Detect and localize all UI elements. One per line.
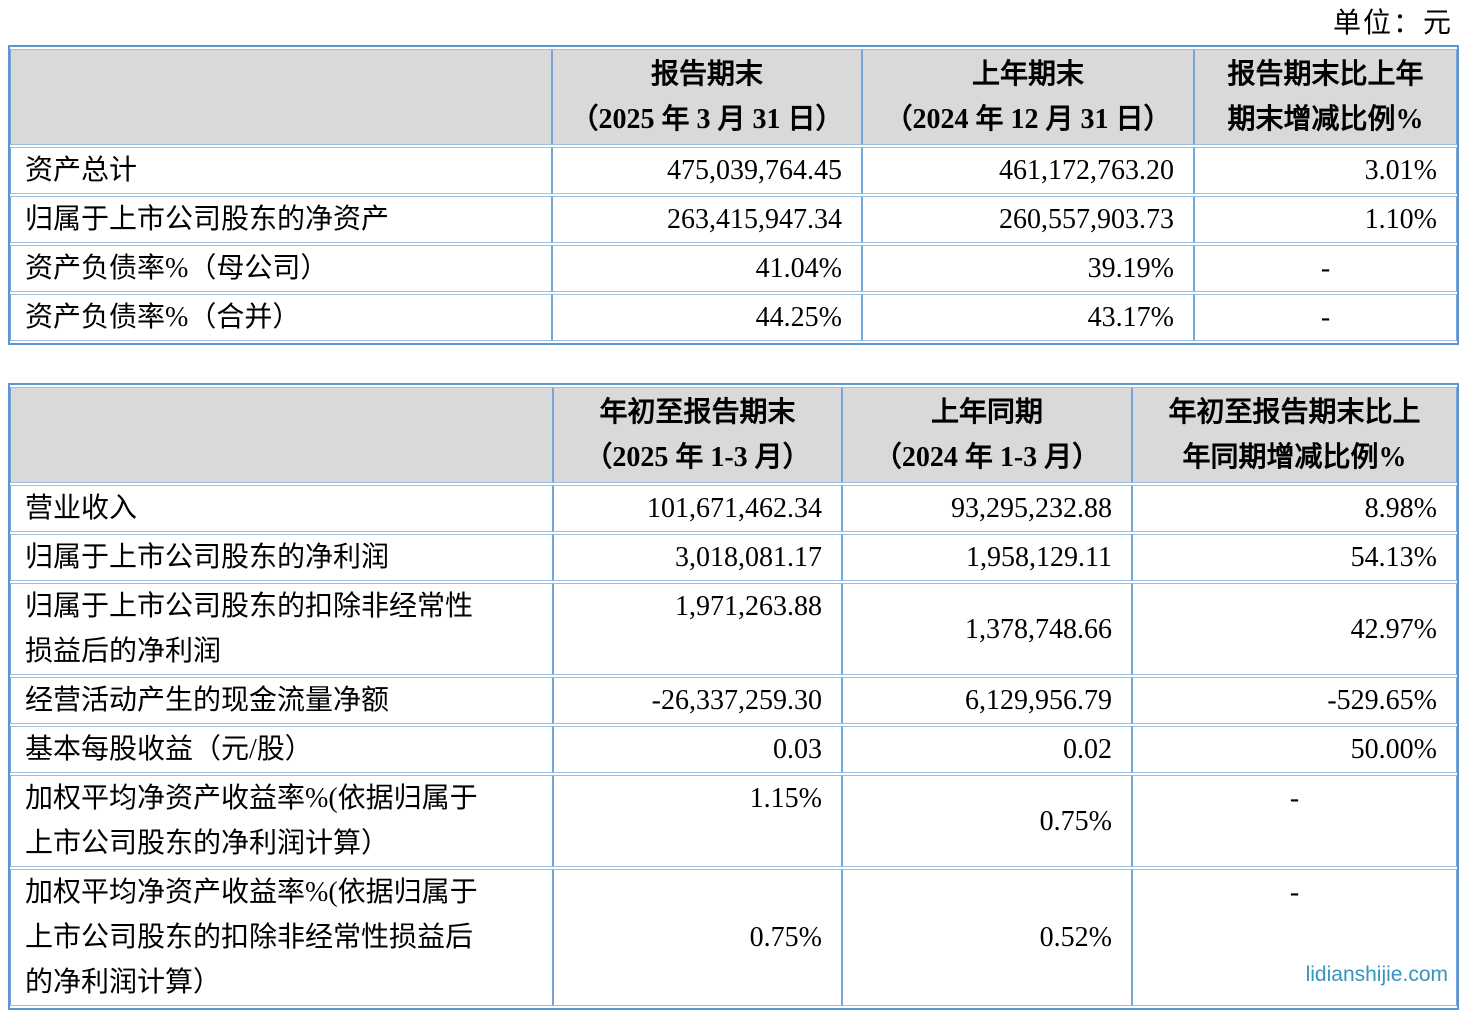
row-label: 归属于上市公司股东的净资产 bbox=[10, 196, 552, 243]
value-current-period: 41.04% bbox=[552, 245, 862, 292]
value-change-ratio: - bbox=[1194, 294, 1457, 341]
value-current-period: 3,018,081.17 bbox=[553, 534, 842, 581]
value-current-period: 475,039,764.45 bbox=[552, 147, 862, 194]
row-label: 资产负债率%（母公司） bbox=[10, 245, 552, 292]
column-header-change-ratio: 年初至报告期末比上 年同期增减比例% bbox=[1132, 387, 1457, 483]
value-change-ratio: 1.10% bbox=[1194, 196, 1457, 243]
value-change-ratio: 8.98% bbox=[1132, 485, 1457, 532]
column-header-change-ratio: 报告期末比上年 期末增减比例% bbox=[1194, 49, 1457, 145]
value-prior-period: 93,295,232.88 bbox=[842, 485, 1132, 532]
corner-cell bbox=[10, 49, 552, 145]
table-row: 加权平均净资产收益率%(依据归属于 上市公司股东的扣除非经常性损益后 的净利润计… bbox=[10, 869, 1457, 1006]
value-prior-period: 1,378,748.66 bbox=[842, 583, 1132, 675]
value-prior-period: 39.19% bbox=[862, 245, 1194, 292]
table-row: 资产负债率%（母公司） 41.04% 39.19% - bbox=[10, 245, 1457, 292]
table-row: 营业收入 101,671,462.34 93,295,232.88 8.98% bbox=[10, 485, 1457, 532]
value-current-period: 1,971,263.88 bbox=[553, 583, 842, 675]
table-row: 资产负债率%（合并） 44.25% 43.17% - bbox=[10, 294, 1457, 341]
value-change-ratio: 54.13% bbox=[1132, 534, 1457, 581]
row-label: 资产总计 bbox=[10, 147, 552, 194]
column-header-prior-period: 上年期末 （2024 年 12 月 31 日） bbox=[862, 49, 1194, 145]
watermark-text: lidianshijie.com bbox=[1305, 963, 1448, 986]
column-header-current-period: 年初至报告期末 （2025 年 1-3 月） bbox=[553, 387, 842, 483]
value-current-period: 101,671,462.34 bbox=[553, 485, 842, 532]
value-current-period: 263,415,947.34 bbox=[552, 196, 862, 243]
value-prior-period: 1,958,129.11 bbox=[842, 534, 1132, 581]
unit-label: 单位：元 bbox=[1332, 8, 1453, 39]
value-prior-period: 6,129,956.79 bbox=[842, 677, 1132, 724]
row-label: 经营活动产生的现金流量净额 bbox=[10, 677, 553, 724]
corner-cell bbox=[10, 387, 553, 483]
balance-sheet-summary-table: 报告期末 （2025 年 3 月 31 日） 上年期末 （2024 年 12 月… bbox=[8, 45, 1459, 345]
value-change-ratio: 42.97% bbox=[1132, 583, 1457, 675]
value-current-period: 0.75% bbox=[553, 869, 842, 1006]
table-row: 经营活动产生的现金流量净额 -26,337,259.30 6,129,956.7… bbox=[10, 677, 1457, 724]
table-row: 资产总计 475,039,764.45 461,172,763.20 3.01% bbox=[10, 147, 1457, 194]
column-header-current-period: 报告期末 （2025 年 3 月 31 日） bbox=[552, 49, 862, 145]
table-row: 基本每股收益（元/股） 0.03 0.02 50.00% bbox=[10, 726, 1457, 773]
value-change-ratio: 3.01% bbox=[1194, 147, 1457, 194]
row-label: 资产负债率%（合并） bbox=[10, 294, 552, 341]
value-prior-period: 0.75% bbox=[842, 775, 1132, 867]
value-change-ratio: - bbox=[1132, 775, 1457, 867]
column-header-prior-period: 上年同期 （2024 年 1-3 月） bbox=[842, 387, 1132, 483]
value-current-period: 44.25% bbox=[552, 294, 862, 341]
table-header-row: 报告期末 （2025 年 3 月 31 日） 上年期末 （2024 年 12 月… bbox=[10, 49, 1457, 145]
value-current-period: -26,337,259.30 bbox=[553, 677, 842, 724]
value-change-ratio: - bbox=[1194, 245, 1457, 292]
row-label: 归属于上市公司股东的净利润 bbox=[10, 534, 553, 581]
row-label: 归属于上市公司股东的扣除非经常性 损益后的净利润 bbox=[10, 583, 553, 675]
row-label: 营业收入 bbox=[10, 485, 553, 532]
table-row: 归属于上市公司股东的净资产 263,415,947.34 260,557,903… bbox=[10, 196, 1457, 243]
value-prior-period: 43.17% bbox=[862, 294, 1194, 341]
value-change-ratio: - bbox=[1132, 869, 1457, 1006]
row-label: 加权平均净资产收益率%(依据归属于 上市公司股东的扣除非经常性损益后 的净利润计… bbox=[10, 869, 553, 1006]
table-row: 归属于上市公司股东的扣除非经常性 损益后的净利润 1,971,263.88 1,… bbox=[10, 583, 1457, 675]
row-label: 加权平均净资产收益率%(依据归属于 上市公司股东的净利润计算） bbox=[10, 775, 553, 867]
value-change-ratio: -529.65% bbox=[1132, 677, 1457, 724]
value-prior-period: 260,557,903.73 bbox=[862, 196, 1194, 243]
table-header-row: 年初至报告期末 （2025 年 1-3 月） 上年同期 （2024 年 1-3 … bbox=[10, 387, 1457, 483]
row-label: 基本每股收益（元/股） bbox=[10, 726, 553, 773]
table-row: 归属于上市公司股东的净利润 3,018,081.17 1,958,129.11 … bbox=[10, 534, 1457, 581]
value-prior-period: 0.02 bbox=[842, 726, 1132, 773]
value-current-period: 0.03 bbox=[553, 726, 842, 773]
table-row: 加权平均净资产收益率%(依据归属于 上市公司股东的净利润计算） 1.15% 0.… bbox=[10, 775, 1457, 867]
value-prior-period: 461,172,763.20 bbox=[862, 147, 1194, 194]
value-current-period: 1.15% bbox=[553, 775, 842, 867]
value-change-ratio: 50.00% bbox=[1132, 726, 1457, 773]
value-prior-period: 0.52% bbox=[842, 869, 1132, 1006]
income-summary-table: 年初至报告期末 （2025 年 1-3 月） 上年同期 （2024 年 1-3 … bbox=[8, 383, 1459, 1010]
